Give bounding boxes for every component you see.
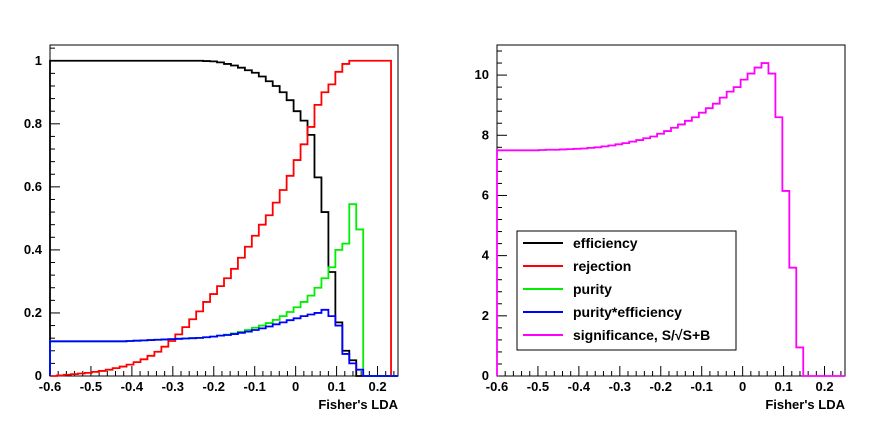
- x-tick-label: -0.6: [39, 379, 61, 394]
- x-tick-label: -0.6: [486, 379, 508, 394]
- chart-left: -0.6 -0.5 -0.4 -0.3 -0.2 -0.1 0 0.1 0.2 0 0.2 0.4 0.…: [24, 44, 399, 412]
- x-tick-label: 0.1: [328, 379, 346, 394]
- y-tick-label: 1: [35, 53, 42, 68]
- x-axis-title: Fisher's LDA: [765, 397, 845, 412]
- x-tick-label: 0.2: [368, 379, 386, 394]
- x-tick-label: -0.4: [121, 379, 144, 394]
- y-tick-label: 2: [482, 308, 489, 323]
- x-tick-label: 0.1: [775, 379, 793, 394]
- x-tick-label: -0.3: [609, 379, 631, 394]
- legend-box: [516, 230, 737, 351]
- plot-frame: [49, 44, 399, 377]
- y-tick-label: 0.6: [24, 179, 42, 194]
- chart-right: -0.6 -0.5 -0.4 -0.3 -0.2 -0.1 0 0.1 0.2 0 2 4 6 8 10 Fi…: [475, 44, 846, 412]
- x-tick-label: -0.3: [162, 379, 184, 394]
- legend-label: efficiency: [573, 235, 638, 251]
- x-tick-label: -0.5: [527, 379, 549, 394]
- x-tick-label: -0.1: [691, 379, 713, 394]
- y-tick-label: 6: [482, 187, 489, 202]
- series-efficiency: [49, 59, 398, 377]
- x-tick-label: 0.2: [815, 379, 833, 394]
- x-tick-label: -0.1: [244, 379, 266, 394]
- legend-label: purity*efficiency: [573, 304, 682, 320]
- y-tick-label: 8: [482, 127, 489, 142]
- legend-label: rejection: [573, 258, 631, 274]
- x-tick-label: 0: [739, 379, 746, 394]
- x-axis-title: Fisher's LDA: [318, 397, 398, 412]
- y-tick-label: 0: [35, 368, 42, 383]
- legend-label: significance, S/√S+B: [573, 327, 710, 343]
- x-tick-label: -0.5: [80, 379, 102, 394]
- series-purity-efficiency: [49, 308, 398, 377]
- series-rejection: [50, 59, 398, 377]
- y-tick-label: 10: [475, 67, 489, 82]
- x-tick-label: -0.2: [650, 379, 672, 394]
- legend: efficiency rejection purity purity*efficien…: [516, 230, 737, 351]
- legend-label: purity: [573, 281, 612, 297]
- series-significance-s-s-b: [496, 62, 845, 377]
- x-tick-label: -0.2: [203, 379, 225, 394]
- x-tick-label: -0.4: [568, 379, 591, 394]
- y-tick-label: 0.4: [24, 242, 43, 257]
- x-tick-label: 0: [292, 379, 299, 394]
- y-tick-label: 0.8: [24, 116, 42, 131]
- y-tick-label: 0.2: [24, 305, 42, 320]
- y-tick-label: 4: [482, 248, 490, 263]
- y-tick-label: 0: [482, 368, 489, 383]
